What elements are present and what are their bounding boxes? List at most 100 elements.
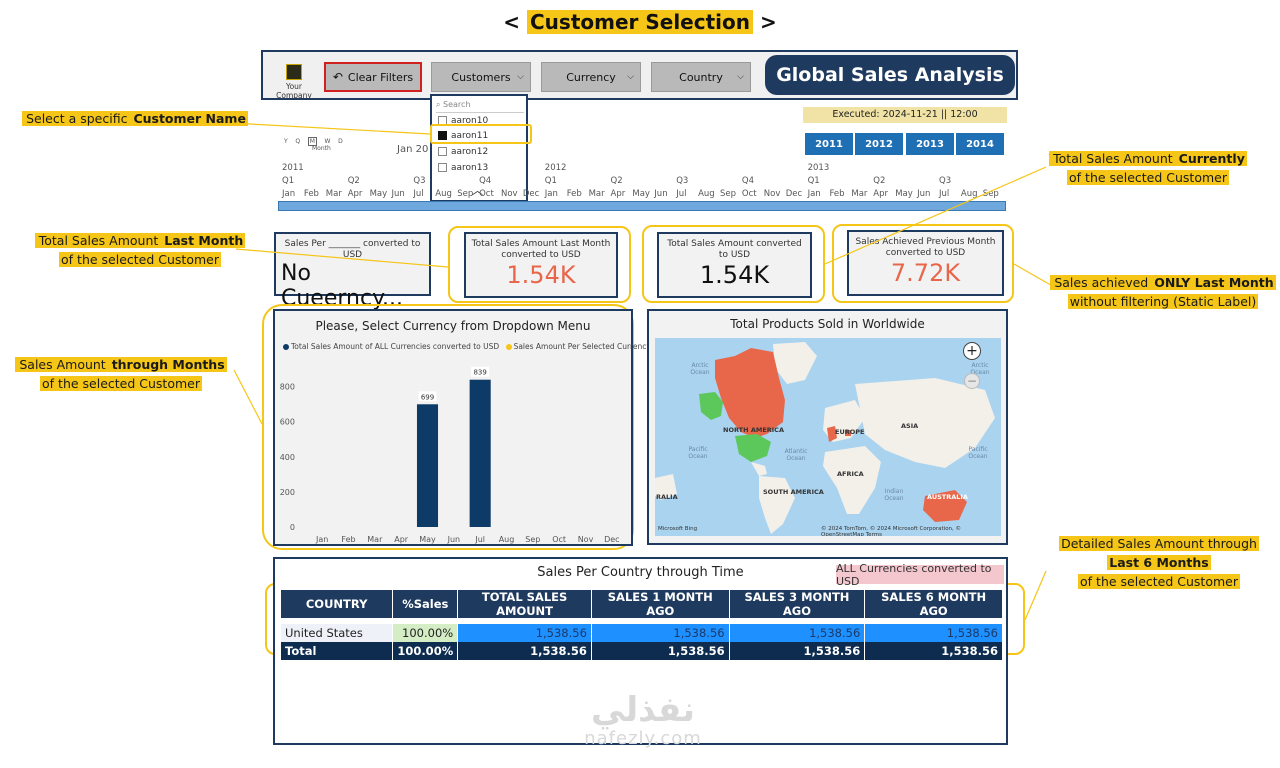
map-label-south-america: SOUTH AMERICA [763, 488, 824, 496]
year-button-2011[interactable]: 2011 [805, 133, 853, 155]
x-tick-label: Apr [394, 535, 409, 544]
legend-dot [505, 344, 512, 350]
mode-month[interactable]: M [307, 137, 317, 146]
timeline-month-label: Mar [851, 189, 868, 199]
table-title: Sales Per Country through Time [537, 565, 744, 580]
checkbox-checked-icon [438, 131, 447, 140]
customers-dropdown: ⌕ Search aaron10 aaron11 aaron12 aaron13… [430, 94, 528, 202]
mode-quarter[interactable]: Q [295, 138, 301, 145]
timeline-range-bar[interactable] [278, 201, 1006, 211]
dropdown-search[interactable]: ⌕ Search [436, 100, 524, 113]
dropdown-item-label: aaron13 [451, 162, 489, 173]
dropdown-item-selected[interactable]: aaron11 [438, 128, 524, 143]
x-tick-label: Jul [474, 535, 485, 544]
x-tick-label: Sep [525, 535, 540, 544]
column-header[interactable]: TOTAL SALES AMOUNT [457, 590, 592, 618]
note-bold: Currently [1178, 151, 1245, 166]
cell-total-6-month: 1,538.56 [864, 642, 1003, 660]
timeline-month-label: May [632, 189, 650, 199]
year-button-2013[interactable]: 2013 [906, 133, 954, 155]
timeline-month-label: Apr [610, 189, 626, 199]
data-label-box [418, 391, 437, 402]
x-tick-label: Feb [341, 535, 355, 544]
search-placeholder: Search [443, 100, 471, 109]
mode-week[interactable]: W [324, 138, 331, 145]
cell-total-percent: 100.00% [392, 642, 459, 660]
year-button-2012[interactable]: 2012 [855, 133, 903, 155]
card-label: Sales Achieved Previous Month converted … [855, 237, 996, 258]
cell-total-3-month: 1,538.56 [729, 642, 866, 660]
timeline-quarter-label: Q1 [544, 176, 557, 186]
map-label-europe: EUROPE [835, 428, 865, 436]
timeline-year-label: 2011 [282, 163, 304, 173]
country-slicer[interactable]: Country ⌵ [651, 62, 751, 92]
chevron-up-icon[interactable]: ︿ [472, 184, 483, 197]
timeline-year-label: 2013 [807, 163, 830, 173]
note-text: of the selected Customer [1067, 170, 1229, 185]
zoom-in-icon[interactable]: + [963, 342, 981, 360]
column-header[interactable]: SALES 6 MONTH AGO [864, 590, 1003, 618]
legend-dot [283, 344, 289, 350]
card-value: 1.54K [699, 261, 770, 289]
timeline-quarter-label: Q3 [939, 176, 952, 186]
x-tick-label: Oct [552, 535, 566, 544]
world-map[interactable]: NORTH AMERICA EUROPE ASIA AFRICA SOUTH A… [655, 338, 1001, 536]
timeline-month-label: Oct [479, 189, 494, 199]
title-text: Customer Selection [527, 10, 753, 34]
map-land-greenland [773, 342, 817, 384]
data-label: 699 [421, 393, 434, 401]
dropdown-item[interactable]: aaron13 [438, 160, 524, 175]
dropdown-item-label: aaron11 [451, 130, 489, 141]
mode-year[interactable]: Y [284, 138, 288, 145]
timeline-quarter-label: Q3 [413, 176, 426, 186]
customers-slicer[interactable]: Customers ⌵ [431, 62, 531, 92]
timeline-slicer[interactable]: Y Q M W D Month Jan 20 2011 2012 2013 Q1 Q2… [274, 136, 1009, 216]
year-button-2014[interactable]: 2014 [956, 133, 1004, 155]
timeline-month-label: Sep [457, 189, 474, 199]
timeline-modes[interactable]: Y Q M W D Month [284, 137, 343, 152]
cell-total-1-month: 1,538.56 [591, 642, 730, 660]
note-bold: Customer Name [133, 111, 246, 126]
column-header[interactable]: SALES 1 MONTH AGO [591, 590, 730, 618]
table-total-row: Total 100.00% 1,538.56 1,538.56 1,538.56… [281, 642, 1003, 660]
column-header[interactable]: %Sales [392, 590, 459, 618]
dropdown-item[interactable]: aaron12 [438, 144, 524, 159]
bar-jul[interactable] [469, 379, 491, 527]
map-land-south-america [759, 476, 795, 534]
y-tick-label: 800 [280, 383, 295, 392]
highlight-frame [448, 226, 631, 303]
mode-day[interactable]: D [338, 138, 343, 145]
zoom-out-icon[interactable]: − [964, 373, 980, 389]
note-bold: Last 6 Months [1109, 555, 1209, 570]
clear-filters-button[interactable]: ↶ Clear Filters [324, 62, 422, 92]
bar-may[interactable] [416, 404, 439, 527]
card-label: Sales Per _______ converted to USD [284, 239, 421, 260]
currency-slicer[interactable]: Currency ⌵ [541, 62, 641, 92]
column-header[interactable]: SALES 3 MONTH AGO [729, 590, 866, 618]
timeline-quarter-label: Q2 [873, 176, 886, 186]
undo-icon: ↶ [332, 70, 343, 84]
table-row[interactable]: United States 100.00% 1,538.56 1,538.56 … [281, 624, 1003, 642]
timeline-month-label: Oct [741, 189, 757, 199]
chevron-down-icon: ⌵ [737, 72, 744, 82]
timeline-month-label: Jun [654, 189, 668, 199]
timeline-quarter-label: Q4 [479, 176, 492, 186]
monthly-sales-chart: Please, Select Currency from Dropdown Me… [273, 309, 651, 546]
report-title: Global Sales Analysis [765, 55, 1015, 95]
note-bold: ONLY Last Month [1154, 275, 1274, 290]
timeline-month-label: Jan [544, 189, 558, 199]
note-text: Detailed Sales Amount through [1059, 536, 1259, 551]
map-label-asia: ASIA [901, 422, 919, 430]
map-region-europe-sales [845, 430, 851, 436]
timeline-month-label: Feb [566, 189, 582, 199]
country-label: Country [679, 70, 723, 84]
timeline-month-label: Jan [807, 189, 821, 199]
connector-line [1024, 570, 1047, 621]
checkbox-icon [438, 147, 447, 156]
map-region-usa [735, 434, 771, 462]
map-land-central-america [751, 462, 767, 476]
column-header[interactable]: COUNTRY [281, 590, 394, 618]
timeline-month-label: Apr [347, 189, 363, 199]
y-tick-label: 0 [290, 523, 295, 532]
connector-line [231, 122, 431, 135]
